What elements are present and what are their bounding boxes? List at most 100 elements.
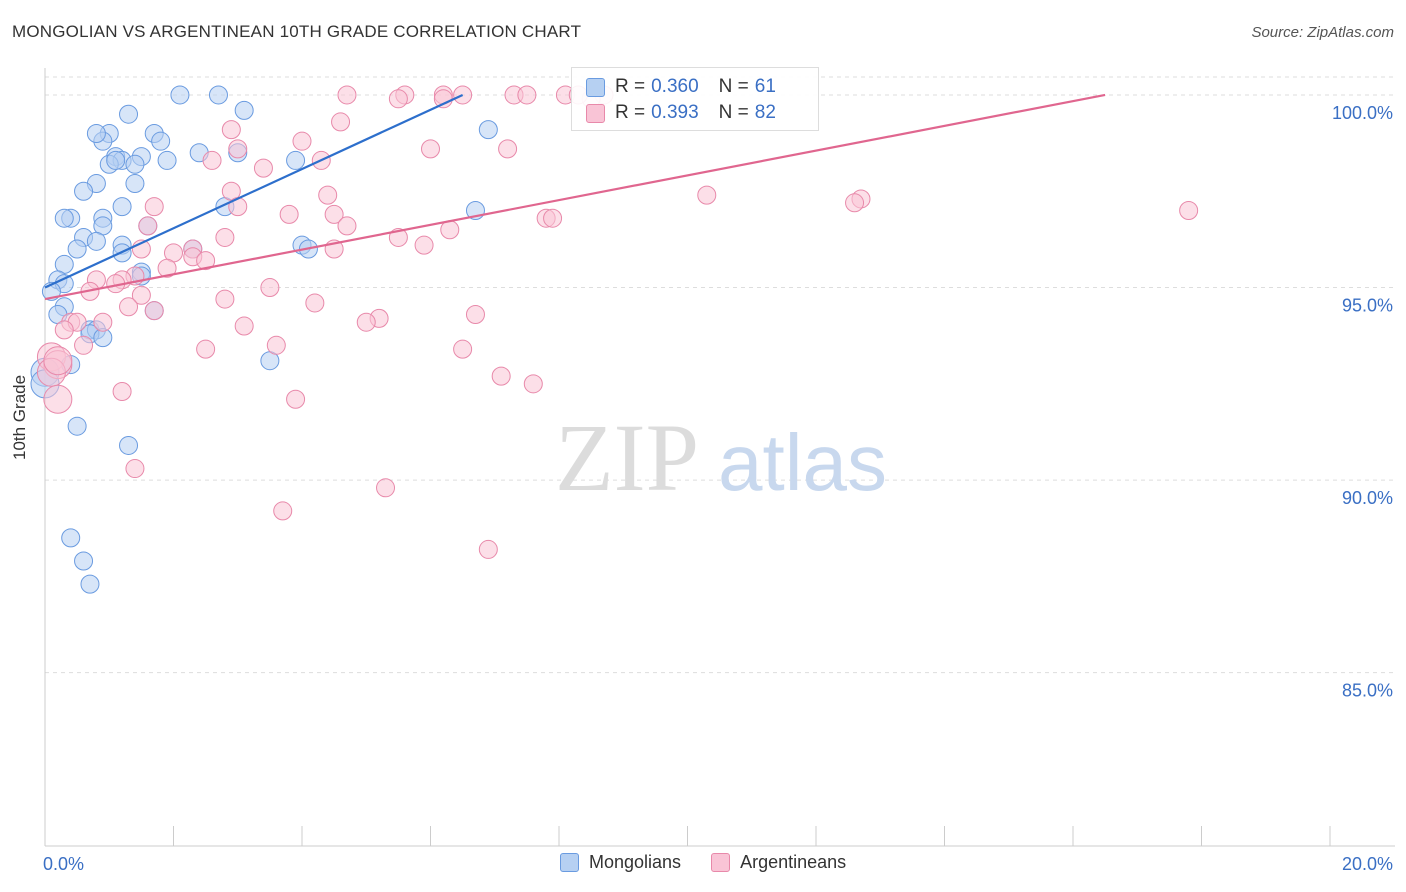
data-point <box>318 185 338 205</box>
data-point <box>697 185 717 205</box>
legend-row-mongolians: R = 0.360 N = 61 <box>586 75 776 99</box>
data-point <box>228 139 248 159</box>
data-point <box>273 501 293 521</box>
data-point <box>279 204 299 224</box>
data-point <box>93 312 113 332</box>
source-label: Source: ZipAtlas.com <box>1251 24 1394 41</box>
legend-row-argentineans: R = 0.393 N = 82 <box>586 101 776 125</box>
data-point <box>54 208 74 228</box>
watermark-zip: ZIP <box>555 404 699 511</box>
legend-item-mongolians[interactable]: Mongolians <box>560 852 681 873</box>
data-point <box>119 297 139 317</box>
legend-item-argentineans[interactable]: Argentineans <box>711 852 846 873</box>
data-point <box>491 366 511 386</box>
data-point <box>119 104 139 124</box>
data-point <box>305 293 325 313</box>
data-point <box>523 374 543 394</box>
trend-line <box>44 93 1106 301</box>
chart-title: MONGOLIAN VS ARGENTINEAN 10TH GRADE CORR… <box>12 22 582 41</box>
data-point <box>202 150 222 170</box>
data-point <box>125 459 145 479</box>
trend-line <box>44 93 464 289</box>
data-point <box>414 235 434 255</box>
data-point <box>324 204 344 224</box>
r-label: R = <box>615 76 646 97</box>
data-point <box>112 197 132 217</box>
trend-lines <box>44 93 1106 301</box>
watermark-atlas: atlas <box>718 418 887 507</box>
y-tick-label: 90.0% <box>1342 488 1393 508</box>
data-point <box>144 197 164 217</box>
n-label: N = <box>718 76 749 97</box>
data-point <box>170 85 190 105</box>
data-point <box>433 89 453 109</box>
data-point <box>421 139 440 159</box>
data-point <box>234 316 254 336</box>
data-point <box>845 193 865 213</box>
data-point <box>74 551 94 571</box>
data-point <box>465 304 485 324</box>
data-point <box>215 227 235 247</box>
data-point <box>260 278 280 298</box>
series-legend: Mongolians Argentineans <box>560 852 876 873</box>
stats-legend: R = 0.360 N = 61 R = 0.393 N = 82 <box>571 67 819 131</box>
legend-swatch-blue <box>560 853 579 872</box>
data-point <box>253 158 273 178</box>
axes <box>44 68 1395 847</box>
data-point <box>138 216 158 236</box>
r-value: 0.360 <box>651 76 699 97</box>
data-point <box>196 339 216 359</box>
data-point <box>337 85 357 105</box>
data-point <box>292 131 312 151</box>
grid-lines <box>45 76 1395 674</box>
data-point <box>125 154 145 174</box>
legend-swatch-pink <box>586 103 605 123</box>
y-tick-label: 100.0% <box>1332 103 1393 123</box>
data-point <box>74 181 94 201</box>
data-point <box>331 112 351 132</box>
data-point <box>157 258 177 278</box>
data-point <box>67 239 87 259</box>
data-point <box>478 120 498 140</box>
data-point <box>196 251 216 271</box>
r-label: R = <box>615 102 646 123</box>
legend-swatch-blue <box>586 77 605 97</box>
data-point <box>286 389 306 409</box>
n-value: 61 <box>754 76 776 97</box>
data-point <box>61 528 81 548</box>
data-point <box>478 539 498 559</box>
data-point <box>286 150 306 170</box>
data-point <box>221 120 241 140</box>
data-point <box>234 100 254 120</box>
y-axis-label: 10th Grade <box>10 374 29 460</box>
data-point <box>86 123 106 143</box>
data-point <box>498 139 518 159</box>
data-point <box>1179 201 1199 221</box>
n-value: 82 <box>754 102 776 123</box>
data-point <box>74 335 94 355</box>
data-point <box>543 208 563 228</box>
data-point <box>125 174 145 194</box>
data-point <box>356 312 376 332</box>
data-point <box>80 574 100 594</box>
data-point <box>131 285 151 305</box>
data-point <box>151 131 171 151</box>
data-point <box>54 320 74 340</box>
data-point <box>144 301 164 321</box>
data-point <box>106 150 126 170</box>
x-tick-label: 0.0% <box>43 854 84 874</box>
data-point <box>43 384 73 414</box>
y-tick-label: 95.0% <box>1342 296 1393 316</box>
data-point <box>208 85 228 105</box>
data-point <box>453 339 473 359</box>
data-point <box>376 478 396 498</box>
y-tick-label: 85.0% <box>1342 681 1393 701</box>
data-point <box>119 435 139 455</box>
data-point <box>67 416 87 436</box>
n-label: N = <box>718 102 749 123</box>
r-value: 0.393 <box>651 102 699 123</box>
data-point <box>337 216 357 236</box>
tick-labels: 85.0% 90.0% 95.0% 100.0% 0.0% 20.0% <box>43 103 1393 874</box>
data-point <box>86 231 106 251</box>
